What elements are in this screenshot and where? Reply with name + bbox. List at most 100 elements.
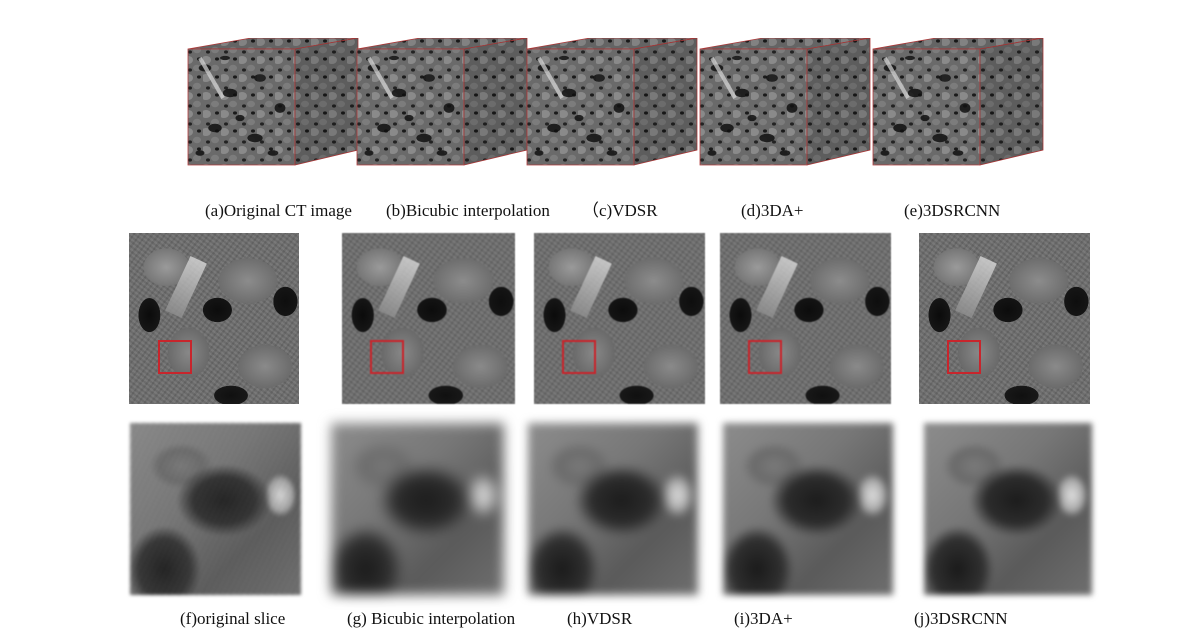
pore (416, 133, 432, 143)
pore (905, 55, 915, 61)
roi-box (158, 340, 192, 374)
roi-box (562, 340, 596, 374)
roi-box (947, 340, 981, 374)
mineral-streak (367, 57, 394, 99)
cube-shade (700, 38, 870, 49)
pore (880, 150, 890, 156)
caption-j: (j)3DSRCNN (914, 609, 1008, 628)
cube-shade (464, 38, 527, 165)
mineral-streak (198, 57, 225, 99)
cube-bicubic (354, 38, 530, 166)
pore (732, 55, 742, 61)
pore (235, 114, 245, 122)
mineral-streak (164, 255, 207, 318)
cube-shade (980, 38, 1043, 165)
pore (208, 123, 222, 133)
pore (222, 88, 238, 98)
pore (766, 74, 778, 82)
cube-render (356, 38, 528, 166)
pore (734, 88, 750, 98)
pore (893, 123, 907, 133)
mineral-streak (570, 255, 612, 318)
pore (443, 103, 455, 113)
caption-f: (f)original slice (180, 609, 286, 628)
cube-shade (357, 38, 527, 49)
pore (939, 74, 951, 82)
cube-shade (873, 38, 1043, 49)
zoom-vdsr (528, 423, 698, 595)
slice-original (129, 233, 299, 404)
slice-vdsr (534, 233, 705, 404)
pore (534, 150, 544, 156)
pore (586, 133, 602, 143)
slice-3da-plus (720, 233, 891, 404)
pore (274, 103, 286, 113)
cube-vdsr (524, 38, 700, 166)
cube-render (187, 38, 359, 166)
cube-right-face (633, 38, 698, 166)
cube-shade (527, 38, 697, 49)
caption-c: （c)VDSR (582, 201, 658, 220)
pore (720, 123, 734, 133)
pore (436, 150, 448, 156)
caption-g: (g) Bicubic interpolation (347, 609, 516, 628)
pore (593, 74, 605, 82)
pore (759, 133, 775, 143)
pore (547, 123, 561, 133)
mineral-streak (710, 57, 737, 99)
zoom-3da-plus (723, 423, 893, 595)
caption-b: (b)Bicubic interpolation (386, 201, 550, 220)
cube-render (872, 38, 1044, 166)
mineral-streak (883, 57, 910, 99)
cube-shade (634, 38, 697, 165)
zoom-bicubic (331, 423, 504, 595)
pore (932, 133, 948, 143)
zoom-original (130, 423, 301, 595)
pore (391, 88, 407, 98)
pore (606, 150, 618, 156)
pore (267, 150, 279, 156)
zoom-3dsrcnn (924, 423, 1092, 595)
pore (707, 150, 717, 156)
slice-3dsrcnn (919, 233, 1090, 404)
mineral-streak (955, 255, 997, 318)
pore (574, 114, 584, 122)
pore (952, 150, 964, 156)
pore (220, 55, 230, 61)
pore (920, 114, 930, 122)
pore (959, 103, 971, 113)
mineral-streak (378, 255, 421, 318)
pore (561, 88, 577, 98)
pore (779, 150, 791, 156)
pore (559, 55, 569, 61)
slice-bicubic (342, 233, 515, 404)
caption-a: (a)Original CT image (205, 201, 352, 220)
pore (423, 74, 435, 82)
cube-shade (295, 38, 358, 165)
mineral-streak (756, 255, 798, 318)
caption-d: (d)3DA+ (741, 201, 804, 220)
pore (377, 123, 391, 133)
roi-box (748, 340, 782, 374)
cube-shade (807, 38, 870, 165)
cube-original-ct (185, 38, 361, 166)
pore (613, 103, 625, 113)
cube-3da-plus (697, 38, 873, 166)
pore (247, 133, 263, 143)
pore (404, 114, 414, 122)
pore (907, 88, 923, 98)
pore (389, 55, 399, 61)
caption-e: (e)3DSRCNN (904, 201, 1001, 220)
cube-shade (188, 38, 358, 49)
pore (747, 114, 757, 122)
cube-render (699, 38, 871, 166)
cube-right-face (806, 38, 871, 166)
pore (786, 103, 798, 113)
pore (195, 150, 205, 156)
roi-box (370, 340, 404, 374)
cube-render (526, 38, 698, 166)
cube-right-face (979, 38, 1044, 166)
pore (254, 74, 266, 82)
caption-h: (h)VDSR (567, 609, 633, 628)
caption-i: (i)3DA+ (734, 609, 793, 628)
